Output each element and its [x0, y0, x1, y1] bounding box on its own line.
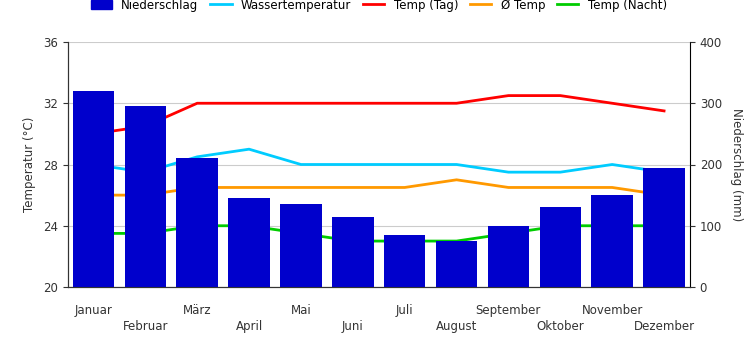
- Bar: [73, 91, 114, 287]
- Text: Mai: Mai: [290, 304, 311, 317]
- Bar: [176, 158, 218, 287]
- Text: Juli: Juli: [396, 304, 413, 317]
- Bar: [539, 207, 581, 287]
- Y-axis label: Niederschlag (mm): Niederschlag (mm): [730, 108, 742, 221]
- Text: Dezember: Dezember: [634, 320, 694, 333]
- Text: November: November: [581, 304, 643, 317]
- Text: April: April: [236, 320, 262, 333]
- Text: September: September: [476, 304, 542, 317]
- Bar: [488, 226, 530, 287]
- Bar: [592, 195, 633, 287]
- Text: Februar: Februar: [122, 320, 168, 333]
- Bar: [644, 168, 685, 287]
- Text: Oktober: Oktober: [536, 320, 584, 333]
- Bar: [332, 217, 374, 287]
- Bar: [228, 198, 270, 287]
- Text: Juni: Juni: [342, 320, 364, 333]
- Bar: [124, 106, 166, 287]
- Legend: Niederschlag, Wassertemperatur, Temp (Tag), Ø Temp, Temp (Nacht): Niederschlag, Wassertemperatur, Temp (Ta…: [86, 0, 672, 16]
- Bar: [280, 204, 322, 287]
- Text: März: März: [183, 304, 211, 317]
- Y-axis label: Temperatur (°C): Temperatur (°C): [22, 117, 36, 212]
- Bar: [384, 235, 425, 287]
- Text: Januar: Januar: [74, 304, 112, 317]
- Text: August: August: [436, 320, 477, 333]
- Bar: [436, 241, 477, 287]
